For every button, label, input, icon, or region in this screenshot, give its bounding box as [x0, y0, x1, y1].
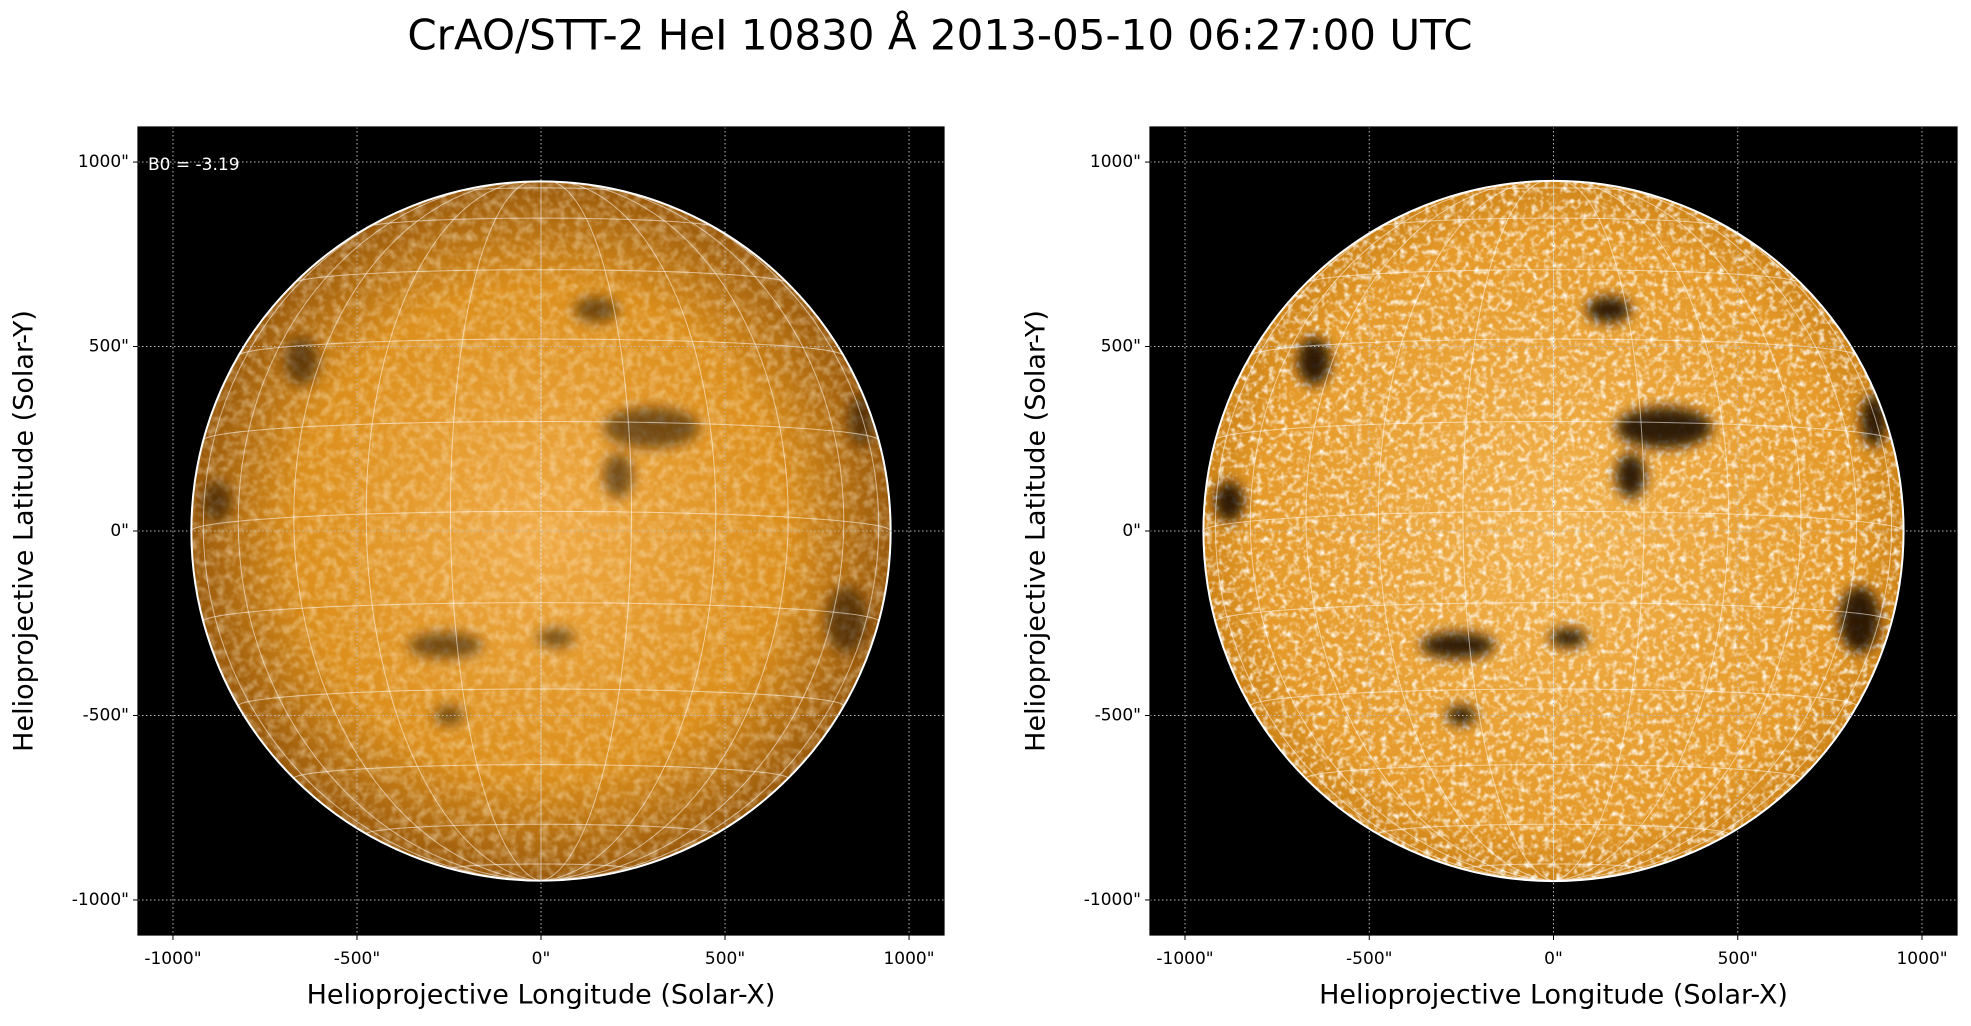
dark-region [1420, 632, 1495, 659]
longitude-line [449, 181, 542, 881]
x-tick-label: -500" [334, 949, 380, 969]
y-tick-label: 0" [110, 521, 129, 541]
x-tick-label: 0" [1544, 949, 1563, 969]
y-axis-label: Helioprojective Latitude (Solar-Y) [1021, 310, 1052, 752]
dark-region [1616, 407, 1712, 448]
x-axis-label: Helioprojective Longitude (Solar-X) [1319, 980, 1788, 1011]
plot-frame [137, 126, 945, 936]
y-tick-label: 500" [89, 337, 129, 357]
longitude-line [1553, 180, 1730, 882]
longitude-line [237, 181, 542, 881]
panel: -1000" -500" 0" 500" 1000" -1000" -500" 0" 500" 1… [1021, 126, 1958, 1011]
y-tick-label: -500" [1095, 705, 1141, 725]
dark-region [1214, 481, 1244, 522]
longitude-line [1553, 180, 1802, 882]
x-tick-label: 500" [705, 949, 745, 969]
x-axis-label: Helioprojective Longitude (Solar-X) [307, 980, 776, 1011]
longitude-line [1553, 180, 1858, 882]
longitude-line [1249, 180, 1554, 882]
dark-region [202, 481, 232, 522]
x-tick-label: -500" [1346, 949, 1392, 969]
active-regions [1214, 296, 1887, 725]
dark-region [285, 337, 319, 386]
longitude-line [1462, 180, 1554, 882]
longitude-line [365, 181, 542, 881]
y-tick-label: 1000" [78, 152, 129, 172]
annotation: B0 = -3.19 [148, 155, 240, 175]
y-tick-label: -1000" [1084, 890, 1141, 910]
y-tick-label: -1000" [72, 890, 129, 910]
dark-region [603, 453, 634, 498]
x-tick-label: 500" [1718, 949, 1758, 969]
x-tick-label: 1000" [1896, 949, 1947, 969]
longitude-line [1305, 180, 1554, 882]
y-axis-label: Helioprojective Latitude (Solar-Y) [9, 310, 40, 752]
y-tick-label: 500" [1101, 337, 1141, 357]
dark-region [537, 628, 575, 648]
longitude-line [540, 181, 633, 881]
longitude-line [540, 181, 717, 881]
panel: -1000" -500" 0" 500" 1000" -1000" -500" 0" 500" 1… [9, 126, 945, 1011]
dark-region [1297, 337, 1331, 386]
x-tick-label: -1000" [144, 949, 201, 969]
dark-region [1616, 453, 1646, 498]
longitude-line [1377, 180, 1554, 882]
x-tick-label: 1000" [883, 949, 934, 969]
y-tick-label: -500" [83, 705, 129, 725]
dark-region [574, 296, 619, 323]
longitude-line [1553, 180, 1645, 882]
longitude-line [293, 181, 542, 881]
x-tick-label: -1000" [1156, 949, 1213, 969]
longitude-line [540, 181, 789, 881]
dark-region [1549, 628, 1587, 648]
dark-region [603, 407, 700, 448]
dark-region [1839, 586, 1880, 653]
longitude-line [540, 181, 845, 881]
dark-region [434, 706, 464, 725]
y-tick-label: 1000" [1090, 152, 1141, 172]
plot-frame [1149, 126, 1958, 936]
dark-region [1586, 296, 1631, 323]
dark-region [408, 632, 483, 659]
active-regions [202, 296, 875, 725]
dark-region [1446, 706, 1477, 725]
y-tick-label: 0" [1122, 521, 1141, 541]
x-tick-label: 0" [532, 949, 551, 969]
figure-title: CrAO/STT-2 HeI 10830 Å 2013-05-10 06:27:… [407, 10, 1472, 60]
dark-region [826, 586, 867, 653]
